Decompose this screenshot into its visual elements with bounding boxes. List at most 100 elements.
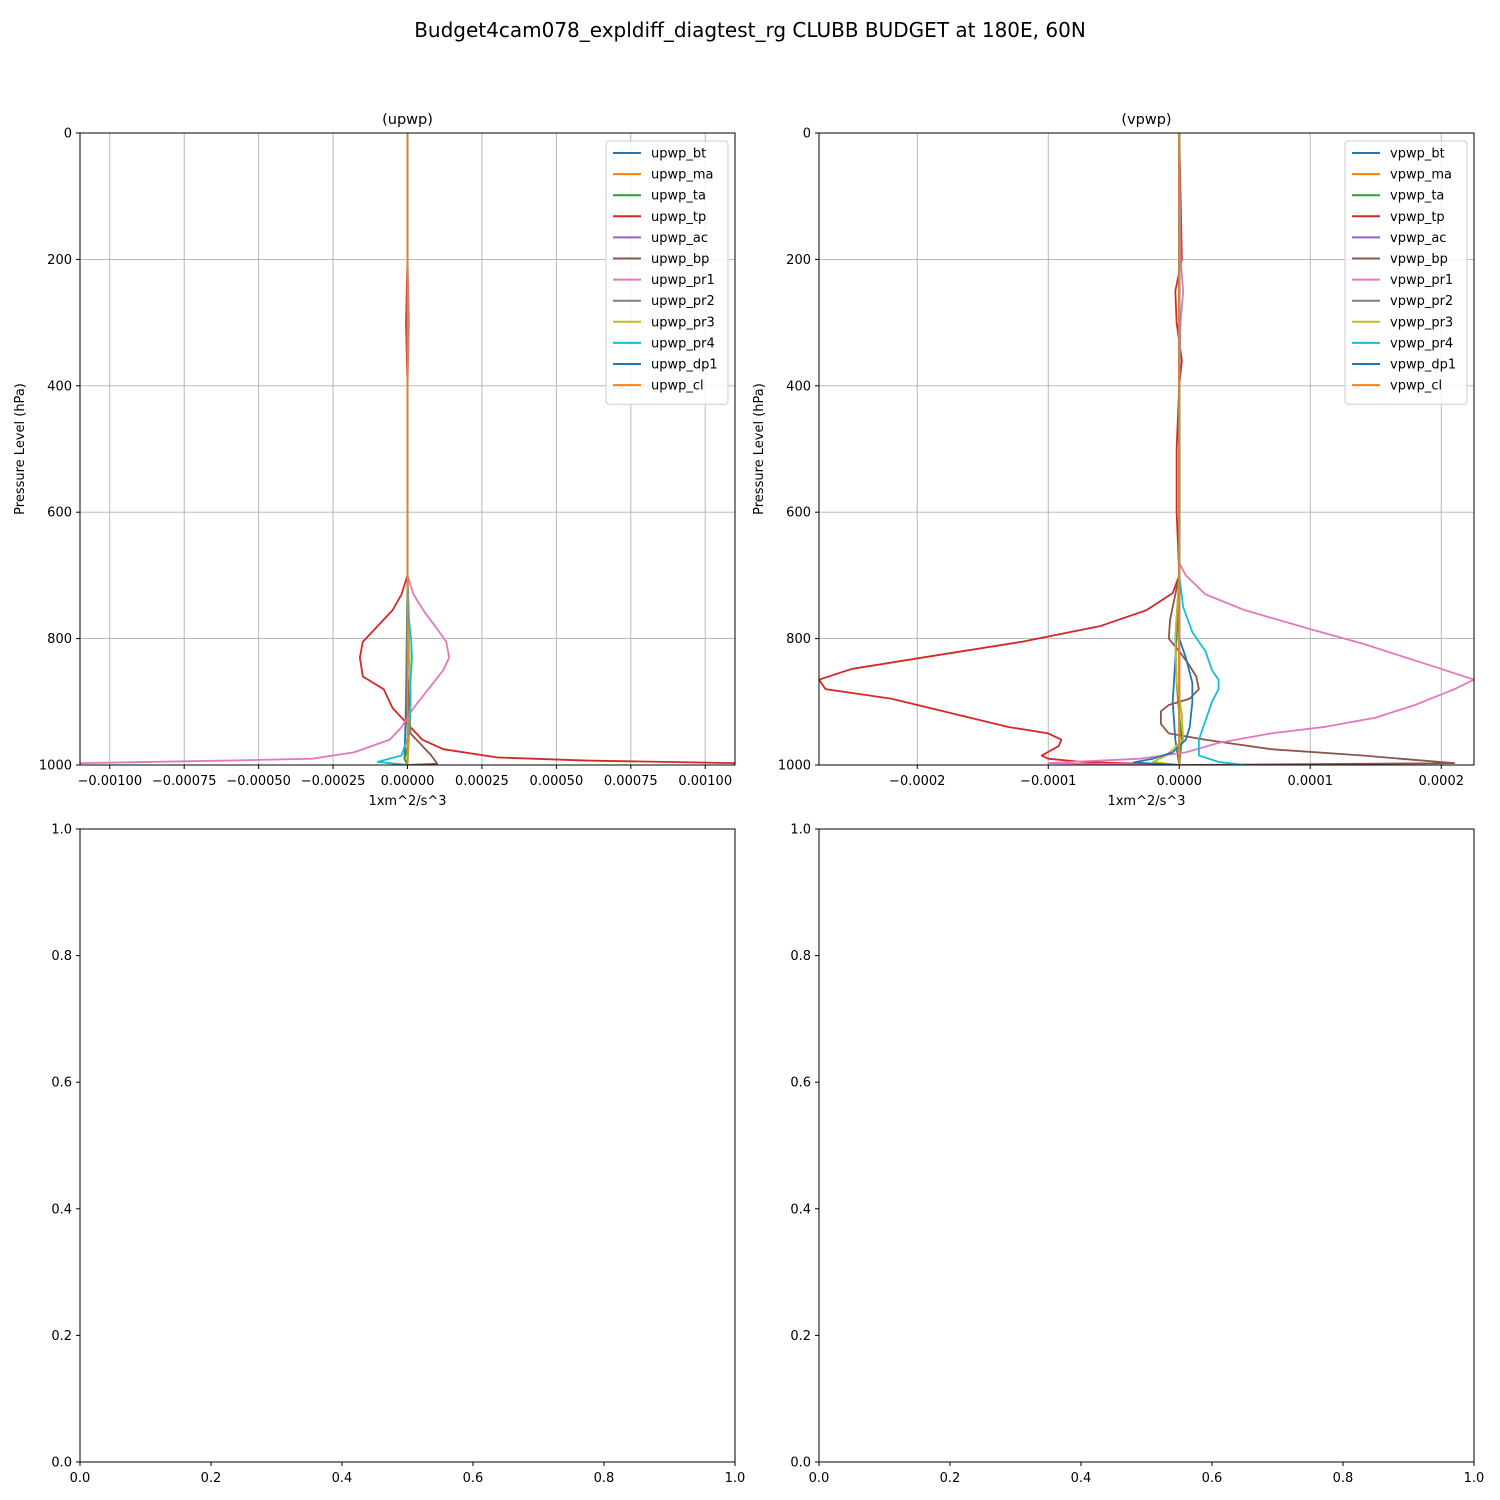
x-tick-label: −0.0001 (1020, 774, 1076, 789)
x-axis-label: 1xm^2/s^3 (1107, 794, 1185, 809)
legend-box (1344, 140, 1468, 405)
legend-label: upwp_pr1 (651, 273, 715, 288)
y-axis-label: Pressure Level (hPa) (752, 383, 767, 515)
y-tick-label: 0.4 (790, 1202, 811, 1217)
legend-label: upwp_bp (651, 252, 709, 267)
x-tick-label: −0.00100 (77, 774, 142, 789)
legend-item: vpwp_ta (1352, 189, 1444, 204)
axes-frame (79, 828, 736, 1463)
series-line-upwp_pr1 (80, 133, 451, 765)
x-tick-label: −0.00050 (226, 774, 291, 789)
series-line-vpwp_pr4 (1178, 133, 1245, 765)
series-group (80, 133, 735, 765)
y-tick-label: 0 (64, 127, 72, 142)
y-tick-label: 0.6 (51, 1076, 72, 1091)
legend-label: vpwp_pr1 (1390, 273, 1453, 288)
legend-item: vpwp_pr1 (1352, 273, 1453, 288)
legend-item: upwp_tp (613, 210, 706, 225)
legend-label: upwp_dp1 (651, 358, 718, 373)
legend-label: upwp_ta (651, 189, 706, 204)
x-tick-label: −0.00025 (301, 774, 366, 789)
legend-label: vpwp_bp (1390, 252, 1448, 267)
y-tick-label: 1000 (778, 759, 811, 774)
y-tick-label: 200 (47, 253, 72, 268)
axes-frame (818, 828, 1475, 1463)
y-tick-label: 0.6 (790, 1076, 811, 1091)
subplot-3: 0.0 0.2 0.4 0.6 0.8 1.0 0.0 0.2 0.4 0.6 0.8 1.0 (51, 823, 745, 1487)
y-tick-label: 1000 (39, 759, 72, 774)
legend-label: vpwp_ac (1390, 231, 1446, 246)
legend-label: vpwp_ma (1390, 168, 1452, 183)
subplot-title: (upwp) (382, 112, 433, 128)
y-tick-label: 0.2 (790, 1329, 811, 1344)
legend-item: vpwp_tp (1352, 210, 1445, 225)
subplot-1: −0.00100 −0.00075 −0.00050 −0.00025 0.00000 0… (13, 112, 736, 809)
x-tick-label: 0.0002 (1419, 774, 1465, 789)
y-tick-label: 200 (786, 253, 811, 268)
legend-item: upwp_cl (613, 379, 704, 394)
axes-frame (818, 132, 1475, 766)
legend-item: vpwp_pr3 (1352, 315, 1453, 330)
legend-label: upwp_pr4 (651, 336, 715, 351)
legend-label: vpwp_dp1 (1390, 358, 1456, 373)
legend-item: vpwp_ac (1352, 231, 1446, 246)
y-tick-label: 0 (803, 127, 811, 142)
subplot-4: 0.0 0.2 0.4 0.6 0.8 1.0 0.0 0.2 0.4 0.6 0.8 1.0 (790, 823, 1484, 1487)
legend-label: upwp_ma (651, 168, 714, 183)
legend-label: vpwp_pr4 (1390, 336, 1453, 351)
x-tick-label: 1.0 (1464, 1471, 1485, 1486)
legend-item: vpwp_ma (1352, 168, 1452, 183)
legend-label: vpwp_pr3 (1390, 315, 1453, 330)
figure-suptitle: Budget4cam078_expldiff_diagtest_rg CLUBB… (414, 18, 1086, 42)
legend-item: upwp_bt (613, 147, 706, 162)
x-tick-label: 0.2 (940, 1471, 961, 1486)
y-tick-label: 0.0 (790, 1456, 811, 1471)
legend-label: vpwp_pr2 (1390, 294, 1453, 309)
y-tick-label: 600 (47, 506, 72, 521)
legend-label: vpwp_ta (1390, 189, 1444, 204)
legend-item: vpwp_pr2 (1352, 294, 1453, 309)
y-tick-label: 0.0 (51, 1456, 72, 1471)
legend-label: upwp_ac (651, 231, 708, 246)
legend-item: upwp_pr1 (613, 273, 715, 288)
legend-item: vpwp_cl (1352, 379, 1442, 394)
y-axis-label: Pressure Level (hPa) (13, 383, 28, 515)
x-tick-label: 1.0 (725, 1471, 746, 1486)
legend-label: vpwp_cl (1390, 379, 1442, 394)
subplot-title: (vpwp) (1121, 112, 1171, 128)
y-tick-label: 1.0 (790, 823, 811, 838)
x-tick-label: 0.0001 (1288, 774, 1334, 789)
y-tick-label: 600 (786, 506, 811, 521)
legend: upwp_bt upwp_ma upwp_ta upwp_tp upwp_ac upwp_… (605, 140, 729, 405)
x-tick-label: 0.8 (1333, 1471, 1354, 1486)
legend-item: vpwp_bp (1352, 252, 1448, 267)
x-tick-label: 0.4 (1071, 1471, 1092, 1486)
y-tick-label: 0.4 (51, 1202, 72, 1217)
x-tick-label: 0.6 (1202, 1471, 1223, 1486)
x-tick-label: −0.00075 (152, 774, 217, 789)
y-tick-label: 0.8 (790, 949, 811, 964)
x-tick-label: 0.0 (809, 1471, 830, 1486)
legend-box (605, 140, 729, 405)
legend-item: upwp_ac (613, 231, 708, 246)
legend-item: upwp_ta (613, 189, 706, 204)
x-tick-label: 0.00025 (455, 774, 509, 789)
subplot-2: −0.0002 −0.0001 0.0000 0.0001 0.0002 0 200 400 6… (752, 112, 1475, 809)
legend-label: vpwp_tp (1390, 210, 1445, 225)
x-tick-label: 0.2 (201, 1471, 222, 1486)
legend-item: vpwp_bt (1352, 147, 1445, 162)
y-tick-label: 1.0 (51, 823, 72, 838)
x-axis-label: 1xm^2/s^3 (368, 794, 446, 809)
legend-item: vpwp_dp1 (1352, 358, 1456, 373)
x-tick-label: 0.0 (70, 1471, 91, 1486)
y-tick-label: 400 (47, 379, 72, 394)
y-tick-label: 0.8 (51, 949, 72, 964)
x-tick-label: 0.00100 (678, 774, 732, 789)
legend-item: vpwp_pr4 (1352, 336, 1453, 351)
y-tick-label: 800 (786, 632, 811, 647)
legend-item: upwp_pr2 (613, 294, 715, 309)
legend-item: upwp_pr3 (613, 315, 715, 330)
y-tick-label: 400 (786, 379, 811, 394)
legend-label: upwp_bt (651, 147, 706, 162)
